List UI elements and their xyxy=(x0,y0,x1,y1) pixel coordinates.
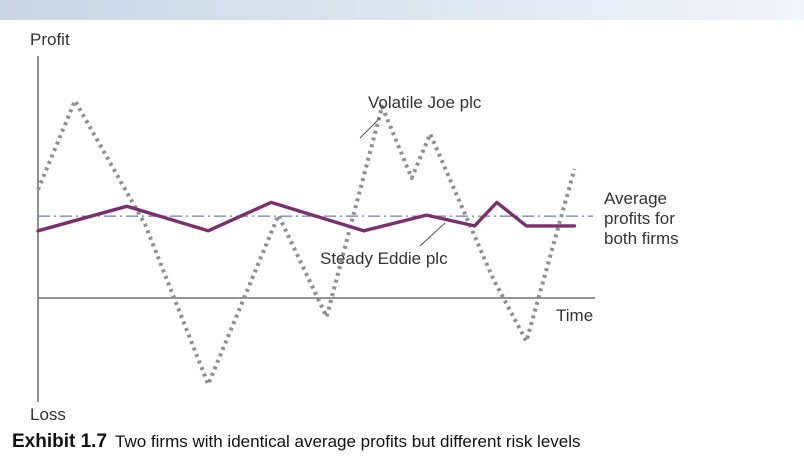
steady-eddie-series-line xyxy=(36,200,577,233)
volatile-joe-leader-line xyxy=(359,117,381,139)
volatile-joe-series-line xyxy=(36,98,577,387)
figure-caption-text: Two firms with identical average profits… xyxy=(115,432,581,451)
profit-risk-chart: Profit Loss Time Volatile Joe plc Steady… xyxy=(30,30,679,424)
steady-eddie-label: Steady Eddie plc xyxy=(320,249,448,268)
figure-number: Exhibit 1.7 xyxy=(12,431,108,452)
x-axis-label-time: Time xyxy=(556,306,593,325)
steady-eddie-leader-line xyxy=(419,222,446,247)
figure-caption: Exhibit 1.7 Two firms with identical aver… xyxy=(12,431,792,453)
chart-axes xyxy=(37,56,595,402)
average-profits-label-line-3: both firms xyxy=(604,229,679,248)
average-profits-label-line-1: Average xyxy=(604,189,667,208)
average-profits-label-line-2: profits for xyxy=(604,209,675,228)
top-header-band xyxy=(0,0,804,20)
y-axis-label-profit: Profit xyxy=(30,30,70,49)
y-axis-label-loss: Loss xyxy=(30,405,66,424)
volatile-joe-label: Volatile Joe plc xyxy=(368,93,482,112)
